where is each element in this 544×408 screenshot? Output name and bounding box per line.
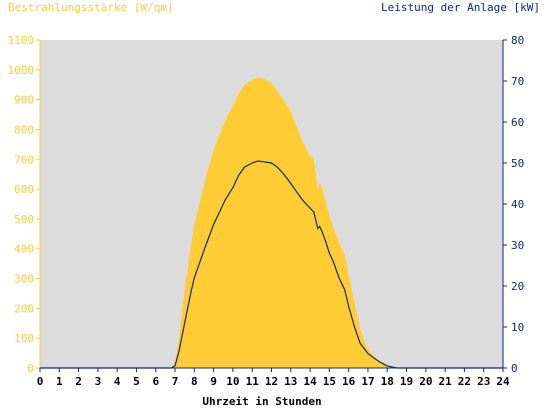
x-tick-label: 1: [56, 375, 63, 388]
left-tick-label: 800: [14, 123, 34, 136]
left-tick-label: 300: [14, 273, 34, 286]
right-tick-label: 10: [511, 321, 524, 334]
right-tick-label: 80: [511, 34, 524, 47]
right-tick-label: 60: [511, 116, 524, 129]
x-tick-label: 24: [496, 375, 510, 388]
x-tick-label: 17: [361, 375, 374, 388]
right-tick-label: 70: [511, 75, 524, 88]
x-tick-label: 16: [342, 375, 356, 388]
x-tick-label: 12: [265, 375, 278, 388]
x-tick-label: 11: [246, 375, 260, 388]
x-tick-label: 14: [303, 375, 317, 388]
x-tick-label: 21: [439, 375, 453, 388]
x-tick-label: 22: [458, 375, 471, 388]
left-tick-label: 200: [14, 302, 34, 315]
right-tick-label: 0: [511, 362, 518, 375]
left-axis-title: Bestrahlungsstärke [W/qm]: [8, 1, 174, 14]
x-tick-label: 18: [381, 375, 394, 388]
x-tick-label: 23: [477, 375, 490, 388]
x-tick-label: 4: [114, 375, 121, 388]
x-tick-label: 7: [172, 375, 179, 388]
left-tick-label: 1000: [8, 64, 35, 77]
x-tick-label: 13: [284, 375, 297, 388]
left-tick-label: 700: [14, 153, 34, 166]
x-tick-label: 6: [152, 375, 159, 388]
left-tick-label: 600: [14, 183, 34, 196]
x-tick-label: 2: [75, 375, 82, 388]
x-tick-label: 0: [37, 375, 44, 388]
right-tick-label: 50: [511, 157, 524, 170]
right-tick-label: 40: [511, 198, 524, 211]
right-tick-label: 20: [511, 280, 524, 293]
x-tick-label: 20: [419, 375, 432, 388]
left-tick-label: 1100: [8, 34, 35, 47]
power-line: [40, 160, 503, 369]
x-tick-label: 15: [323, 375, 336, 388]
irradiance-area: [40, 77, 503, 369]
x-tick-label: 5: [133, 375, 140, 388]
x-tick-label: 8: [191, 375, 198, 388]
x-axis-title: Uhrzeit in Stunden: [202, 395, 321, 408]
x-tick-label: 19: [400, 375, 413, 388]
x-tick-label: 10: [226, 375, 239, 388]
left-tick-label: 100: [14, 332, 34, 345]
left-tick-label: 0: [27, 362, 34, 375]
left-tick-label: 400: [14, 243, 34, 256]
right-axis-title: Leistung der Anlage [kW]: [381, 1, 540, 14]
left-tick-label: 900: [14, 94, 34, 107]
right-tick-label: 30: [511, 239, 524, 252]
x-tick-label: 3: [95, 375, 102, 388]
x-tick-label: 9: [210, 375, 217, 388]
left-tick-label: 500: [14, 213, 34, 226]
